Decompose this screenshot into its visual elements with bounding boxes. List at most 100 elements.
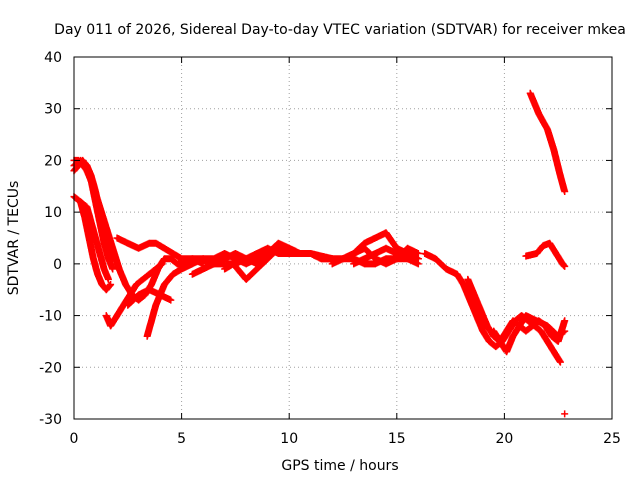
data-point	[362, 250, 379, 262]
series-tr7	[113, 234, 207, 268]
data-point	[523, 250, 541, 260]
data-point	[555, 327, 569, 339]
data-point	[535, 111, 551, 133]
data-point	[146, 286, 164, 299]
data-point	[383, 255, 401, 267]
data-point	[559, 261, 569, 270]
data-point	[561, 410, 569, 418]
series-tr20	[561, 410, 569, 418]
data-point	[157, 291, 175, 304]
data-point	[454, 271, 467, 288]
data-point	[473, 313, 487, 335]
data-point	[550, 147, 564, 180]
data-point	[254, 255, 272, 272]
x-tick-label: 5	[177, 431, 186, 447]
data-point	[103, 281, 115, 293]
data-points	[70, 89, 569, 418]
data-point	[254, 250, 272, 267]
data-point	[114, 301, 127, 319]
x-tick-label: 0	[70, 431, 79, 447]
data-point	[114, 235, 132, 247]
chart-title: Day 011 of 2026, Sidereal Day-to-day VTE…	[54, 22, 626, 38]
data-point	[405, 250, 422, 263]
data-point	[422, 250, 439, 263]
data-point	[107, 312, 121, 329]
data-point	[100, 240, 112, 263]
x-tick-label: 10	[280, 431, 298, 447]
data-point	[383, 245, 401, 257]
data-point	[405, 255, 422, 268]
data-point	[243, 265, 261, 283]
data-point	[405, 245, 422, 257]
series-tr11	[221, 244, 315, 283]
data-point	[553, 251, 566, 268]
data-point	[471, 292, 485, 314]
data-point	[116, 266, 130, 288]
series-tr3	[70, 156, 117, 273]
y-axis-label: SDTVAR / TECUs	[6, 181, 22, 296]
series-tr17	[490, 312, 569, 356]
data-point	[394, 250, 412, 263]
data-point	[432, 256, 450, 273]
series-tr18	[526, 89, 569, 195]
data-point	[189, 265, 207, 278]
data-point	[460, 282, 474, 304]
data-point	[557, 173, 569, 195]
data-point	[179, 260, 196, 272]
data-point	[480, 328, 493, 345]
data-point	[351, 255, 368, 267]
y-tick-label: -30	[39, 412, 62, 428]
data-point	[127, 281, 140, 298]
series-tr5	[76, 198, 112, 283]
plot-frame	[73, 56, 613, 420]
series-tr19	[522, 239, 569, 270]
axis-ticks: 0 5 10 15 20 25 -30 -20 -10 0 10 20 30 40	[39, 50, 621, 447]
series-tr14	[350, 244, 422, 268]
data-point	[153, 260, 166, 272]
data-point	[105, 256, 117, 273]
y-tick-label: 0	[53, 257, 62, 273]
data-point	[120, 291, 134, 308]
data-point	[362, 234, 379, 247]
data-point	[466, 297, 480, 320]
data-point	[383, 230, 401, 252]
data-point	[503, 332, 517, 355]
data-point	[233, 250, 250, 263]
series-tr6	[102, 260, 166, 330]
data-point	[490, 328, 504, 345]
data-point	[200, 260, 218, 272]
y-tick-label: -20	[39, 360, 62, 376]
data-point	[544, 127, 558, 154]
x-tick-label: 15	[388, 431, 406, 447]
data-point	[133, 275, 147, 288]
data-point	[211, 255, 229, 267]
data-point	[464, 276, 478, 299]
y-tick-label: 30	[44, 102, 62, 118]
x-axis-label: GPS time / hours	[281, 458, 398, 474]
series-tr9	[124, 286, 175, 309]
y-tick-label: 10	[44, 205, 62, 221]
y-tick-label: -10	[39, 309, 62, 325]
data-point	[534, 317, 551, 330]
data-point	[443, 266, 461, 278]
data-point	[340, 250, 358, 262]
data-point	[527, 90, 543, 118]
data-point	[523, 312, 541, 325]
data-point	[551, 349, 564, 366]
y-tick-label: 20	[44, 153, 62, 169]
data-point	[538, 328, 551, 345]
x-tick-label: 20	[495, 431, 513, 447]
data-point	[544, 338, 558, 356]
data-point	[297, 250, 315, 257]
data-point	[96, 251, 108, 273]
x-tick-label: 25	[603, 431, 621, 447]
data-point	[546, 240, 560, 257]
data-point	[265, 244, 282, 262]
data-point	[477, 307, 491, 330]
data-point	[510, 322, 523, 339]
data-point	[125, 291, 143, 308]
grid-lines	[74, 57, 612, 419]
data-point	[101, 266, 112, 283]
data-point	[94, 271, 106, 288]
